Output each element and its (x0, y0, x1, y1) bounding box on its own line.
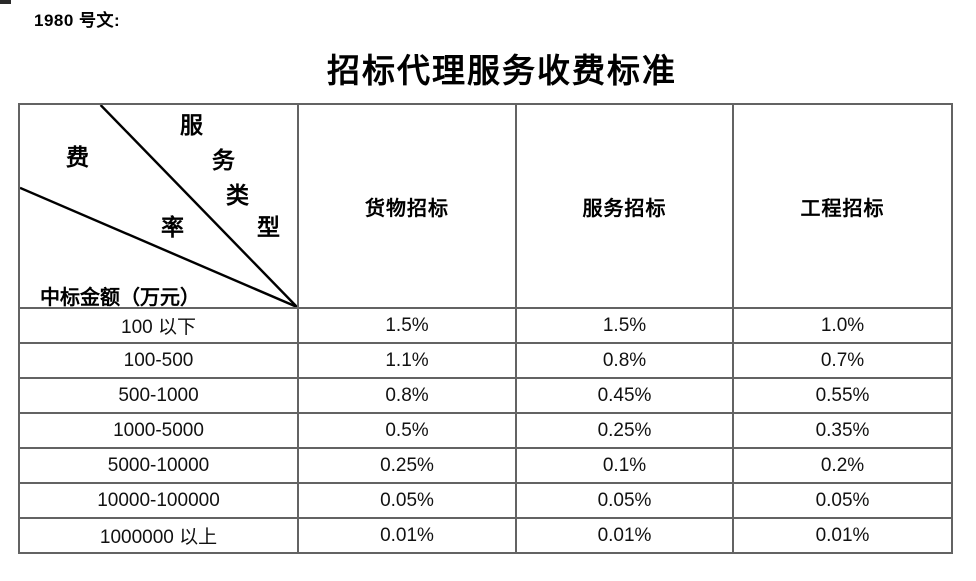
rate-cell: 1.5% (515, 307, 734, 344)
table-header-row: 服 务 类 型 费 率 中标金额（万元） 货物招标 服务招标 工程招标 (18, 103, 953, 309)
rate-cell: 0.01% (297, 517, 517, 554)
table-row: 100-500 1.1% 0.8% 0.7% (18, 342, 953, 379)
rate-cell: 0.01% (515, 517, 734, 554)
rate-cell: 0.05% (515, 482, 734, 519)
amount-range-cell: 100 以下 (18, 307, 299, 344)
column-header-engineering-bidding: 工程招标 (732, 103, 953, 309)
rate-cell: 0.8% (515, 342, 734, 379)
rate-cell: 0.05% (297, 482, 517, 519)
rate-cell: 0.25% (515, 412, 734, 449)
table-row: 5000-10000 0.25% 0.1% 0.2% (18, 447, 953, 484)
table-corner-cell: 服 务 类 型 费 率 中标金额（万元） (18, 103, 299, 309)
rate-cell: 0.35% (732, 412, 953, 449)
rate-cell: 0.01% (732, 517, 953, 554)
doc-number-label: 1980 号文: (34, 11, 121, 30)
table-row: 100 以下 1.5% 1.5% 1.0% (18, 307, 953, 344)
amount-range-cell: 5000-10000 (18, 447, 299, 484)
rate-cell: 1.5% (297, 307, 517, 344)
amount-range-cell: 1000000 以上 (18, 517, 299, 554)
table-row: 1000-5000 0.5% 0.25% 0.35% (18, 412, 953, 449)
rate-cell: 0.25% (297, 447, 517, 484)
corner-label-rate-char-1: 费 (66, 145, 89, 170)
rate-cell: 0.8% (297, 377, 517, 414)
rate-cell: 1.0% (732, 307, 953, 344)
amount-range-cell: 10000-100000 (18, 482, 299, 519)
fee-standard-table: 服 务 类 型 费 率 中标金额（万元） 货物招标 服务招标 工程招标 100 … (18, 103, 953, 554)
corner-label-amount-axis: 中标金额（万元） (40, 287, 200, 308)
rate-cell: 0.55% (732, 377, 953, 414)
amount-range-cell: 500-1000 (18, 377, 299, 414)
table-row: 1000000 以上 0.01% 0.01% 0.01% (18, 517, 953, 554)
rate-cell: 0.2% (732, 447, 953, 484)
corner-label-service-type-char-2: 务 (212, 148, 235, 173)
amount-range-cell: 100-500 (18, 342, 299, 379)
corner-label-service-type-char-3: 类 (226, 183, 249, 208)
amount-range-cell: 1000-5000 (18, 412, 299, 449)
table-row: 10000-100000 0.05% 0.05% 0.05% (18, 482, 953, 519)
diagonal-divider-lines (21, 106, 296, 306)
corner-label-service-type-char-4: 型 (257, 215, 280, 240)
corner-label-rate-char-2: 率 (161, 215, 184, 240)
column-header-goods-bidding: 货物招标 (297, 103, 517, 309)
rate-cell: 0.45% (515, 377, 734, 414)
page-title: 招标代理服务收费标准 (327, 54, 677, 90)
page-corner-artifact (0, 0, 11, 4)
rate-cell: 0.7% (732, 342, 953, 379)
corner-label-service-type-char-1: 服 (180, 113, 203, 138)
rate-cell: 0.5% (297, 412, 517, 449)
rate-cell: 0.05% (732, 482, 953, 519)
table-row: 500-1000 0.8% 0.45% 0.55% (18, 377, 953, 414)
rate-cell: 1.1% (297, 342, 517, 379)
rate-cell: 0.1% (515, 447, 734, 484)
column-header-service-bidding: 服务招标 (515, 103, 734, 309)
